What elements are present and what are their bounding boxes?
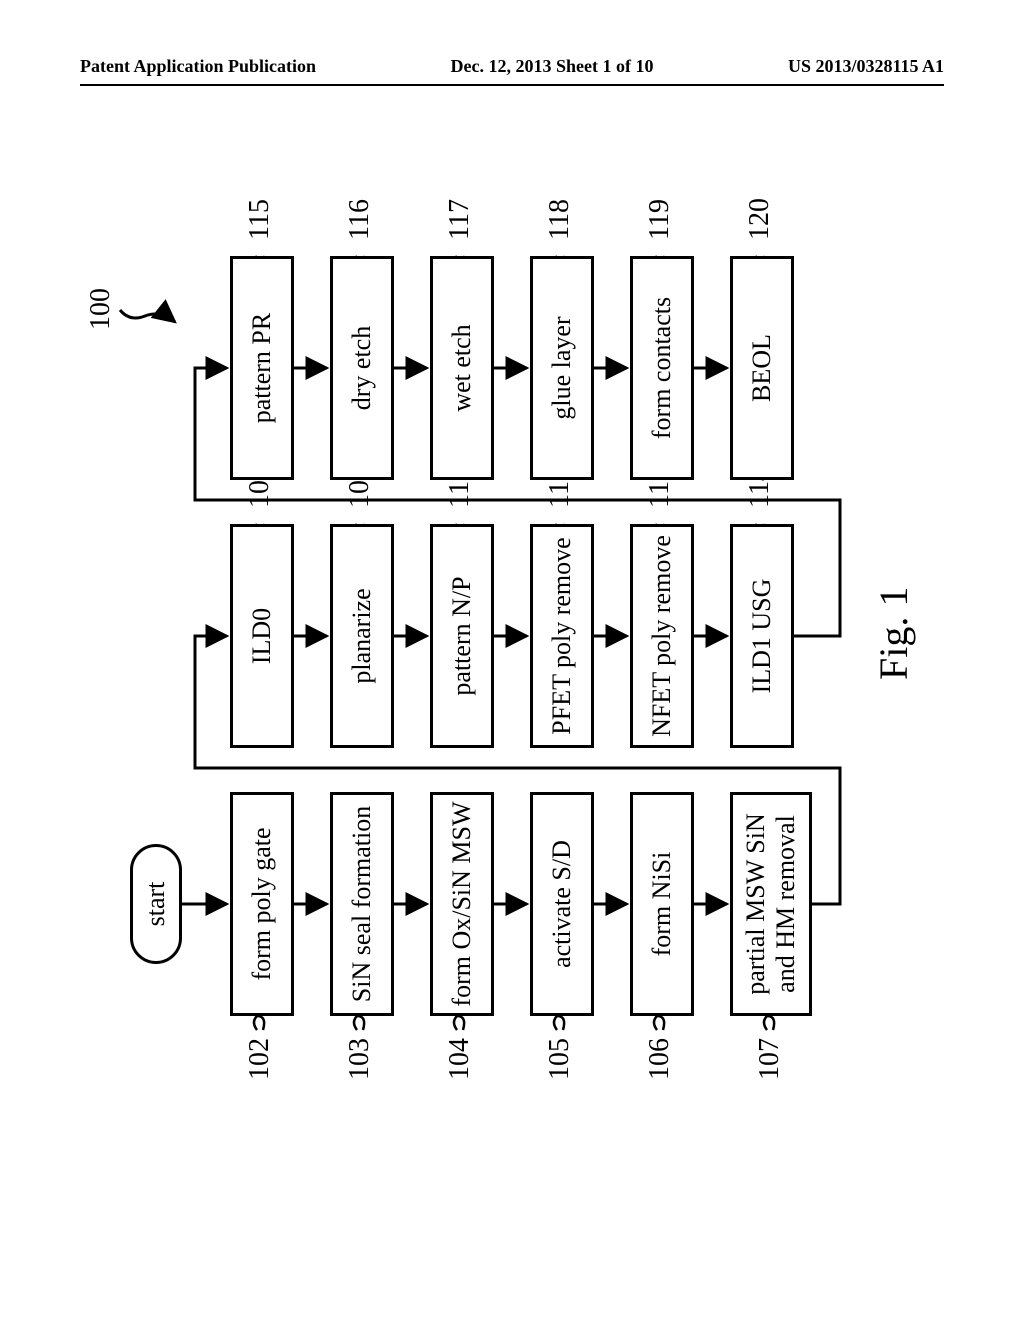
header-rule — [80, 84, 944, 86]
flow-step-label: activate S/D — [547, 840, 577, 968]
ref-116: 116 — [344, 199, 376, 240]
ref-107: 107 — [754, 1038, 786, 1080]
ref-118: 118 — [544, 199, 576, 240]
figure-main-ref: 100 — [85, 288, 117, 330]
page-header: Patent Application Publication Dec. 12, … — [80, 56, 944, 77]
start-label: start — [141, 882, 171, 927]
flow-step-120: BEOL — [730, 256, 794, 480]
flow-step-119: form contacts — [630, 256, 694, 480]
flow-step-label: ILD1 USG — [747, 579, 777, 694]
flow-step-label: BEOL — [747, 334, 777, 402]
flow-step-label: form Ox/SiN MSW — [447, 801, 477, 1006]
figure-caption: Fig. 1 — [870, 587, 917, 680]
ref-120: 120 — [744, 198, 776, 240]
flow-step-label: form NiSi — [647, 852, 677, 957]
flow-step-112: NFET poly remove — [630, 524, 694, 748]
figure-rotated-container: start 100 form poly gate 102 SiN seal fo… — [0, 160, 1024, 1180]
flow-step-label: form contacts — [647, 297, 677, 439]
ref-105: 105 — [544, 1038, 576, 1080]
start-node: start — [130, 844, 182, 964]
flow-step-102: form poly gate — [230, 792, 294, 1016]
flow-step-117: wet etch — [430, 256, 494, 480]
flow-step-118: glue layer — [530, 256, 594, 480]
flow-step-114: ILD1 USG — [730, 524, 794, 748]
header-center: Dec. 12, 2013 Sheet 1 of 10 — [451, 56, 654, 77]
flow-step-108: ILD0 — [230, 524, 294, 748]
flow-step-label: glue layer — [547, 316, 577, 419]
ref-119: 119 — [644, 199, 676, 240]
figure-area: start 100 form poly gate 102 SiN seal fo… — [0, 160, 1024, 1180]
flow-step-103: SiN seal formation — [330, 792, 394, 1016]
ref-104: 104 — [444, 1038, 476, 1080]
flow-step-106: form NiSi — [630, 792, 694, 1016]
ref-103: 103 — [344, 1038, 376, 1080]
page: Patent Application Publication Dec. 12, … — [0, 0, 1024, 1320]
figure-inner: start 100 form poly gate 102 SiN seal fo… — [0, 160, 1024, 1180]
flow-step-111: PFET poly remove — [530, 524, 594, 748]
flow-step-109: planarize — [330, 524, 394, 748]
ref-106: 106 — [644, 1038, 676, 1080]
flow-step-label: NFET poly remove — [647, 535, 677, 737]
flow-step-115: pattern PR — [230, 256, 294, 480]
flow-step-label: pattern PR — [247, 313, 277, 424]
header-right: US 2013/0328115 A1 — [788, 56, 944, 77]
flow-step-label: planarize — [347, 588, 377, 683]
flow-step-110: pattern N/P — [430, 524, 494, 748]
flow-step-107: partial MSW SiN and HM removal — [730, 792, 812, 1016]
header-left: Patent Application Publication — [80, 56, 316, 77]
flow-step-label: PFET poly remove — [547, 537, 577, 734]
ref-117: 117 — [444, 199, 476, 240]
flow-step-label: ILD0 — [247, 608, 277, 664]
flow-step-label: SiN seal formation — [347, 806, 377, 1002]
flow-step-label: wet etch — [447, 324, 477, 411]
flow-step-label: dry etch — [347, 326, 377, 410]
flow-step-116: dry etch — [330, 256, 394, 480]
ref-102: 102 — [244, 1038, 276, 1080]
flow-step-104: form Ox/SiN MSW — [430, 792, 494, 1016]
flow-step-label: pattern N/P — [447, 576, 477, 695]
flow-step-105: activate S/D — [530, 792, 594, 1016]
ref-115: 115 — [244, 199, 276, 240]
flow-step-label: partial MSW SiN and HM removal — [741, 813, 801, 995]
flow-step-label: form poly gate — [247, 827, 277, 980]
